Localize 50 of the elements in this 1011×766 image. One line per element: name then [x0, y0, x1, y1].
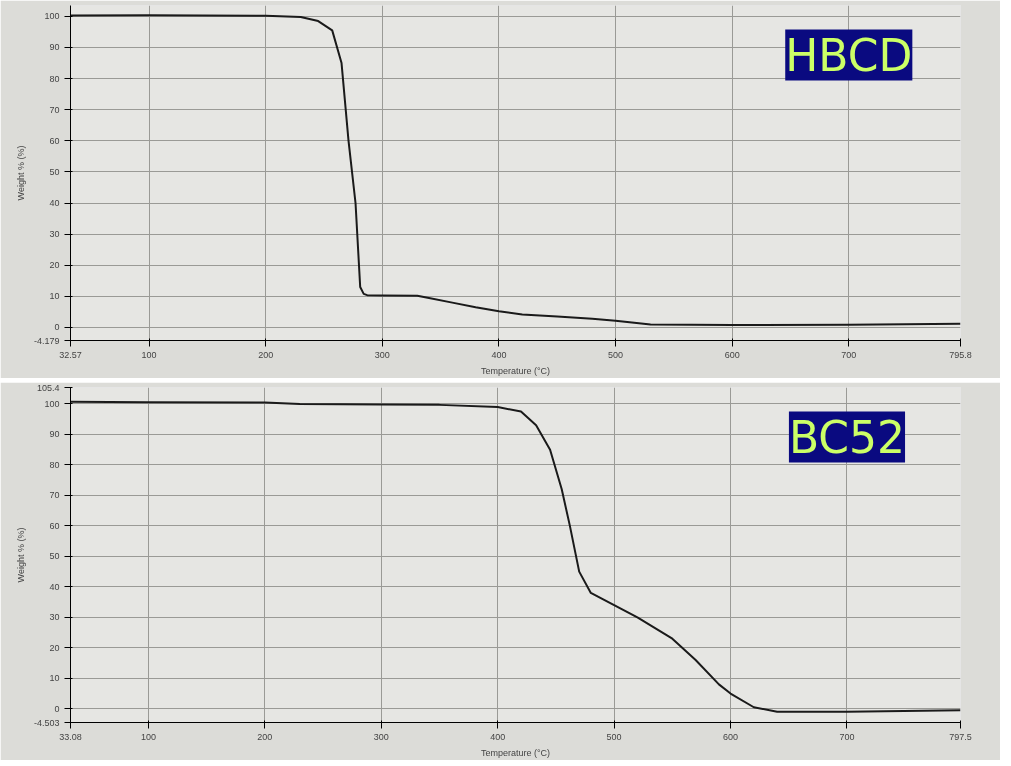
y-tick-label: 70 — [49, 490, 60, 501]
y-tick-label: 100 — [44, 11, 60, 22]
y-tick-label: 0 — [54, 703, 60, 714]
y-tick-label: 0 — [54, 322, 60, 333]
y-tick-label: 50 — [49, 166, 60, 177]
x-tick-label: 700 — [841, 349, 857, 360]
y-tick-label: 40 — [49, 198, 60, 209]
x-tick-label: 400 — [491, 349, 507, 360]
x-tick-label: 100 — [140, 731, 156, 742]
x-tick-label: 100 — [141, 349, 157, 360]
y-tick-label: 80 — [49, 73, 60, 84]
x-tick-label: 200 — [257, 731, 273, 742]
text: BC52 — [788, 411, 906, 463]
x-tick-label: 200 — [258, 349, 274, 360]
x-tick-label: 500 — [606, 731, 622, 742]
y-axis-title: Weight % (%) — [15, 527, 26, 583]
x-tick-label: 300 — [373, 731, 389, 742]
x-tick-label: 33.08 — [59, 731, 82, 742]
x-tick-label: 400 — [490, 731, 506, 742]
y-axis-title: Weight % (%) — [15, 145, 26, 201]
x-axis-title: Temperature (°C) — [480, 747, 551, 758]
y-tick-label: 40 — [49, 581, 60, 592]
y-tick-label: 90 — [49, 429, 60, 440]
x-tick-label: 600 — [723, 731, 739, 742]
y-tick-label: 30 — [49, 229, 60, 240]
y-tick-label: 60 — [49, 135, 60, 146]
x-tick-label: 797.5 — [949, 731, 972, 742]
x-tick-label: 500 — [608, 349, 624, 360]
y-tick-label: 70 — [49, 104, 60, 115]
x-tick-label: 300 — [374, 349, 390, 360]
y-tick-label: 100 — [44, 398, 60, 409]
x-tick-label: 795.8 — [949, 349, 972, 360]
y-tick-label: 10 — [49, 673, 60, 684]
line-series — [70, 400, 961, 713]
y-tick-label: 60 — [49, 520, 60, 531]
y-tick-label: -4.503 — [33, 717, 60, 728]
text: HBCD — [785, 29, 913, 81]
y-tick-label: 30 — [49, 612, 60, 623]
y-tick-label: 90 — [49, 42, 60, 53]
y-tick-label: 105.4 — [36, 382, 60, 393]
y-tick-label: 20 — [49, 642, 60, 653]
x-tick-label: 32.57 — [59, 349, 82, 360]
x-tick-label: 700 — [839, 731, 855, 742]
y-tick-label: 10 — [49, 291, 60, 302]
y-tick-label: -4.179 — [33, 335, 60, 346]
x-tick-label: 600 — [724, 349, 740, 360]
y-tick-label: 80 — [49, 459, 60, 470]
x-axis-title: Temperature (°C) — [480, 365, 551, 376]
y-tick-label: 20 — [49, 260, 60, 271]
y-tick-label: 50 — [49, 551, 60, 562]
